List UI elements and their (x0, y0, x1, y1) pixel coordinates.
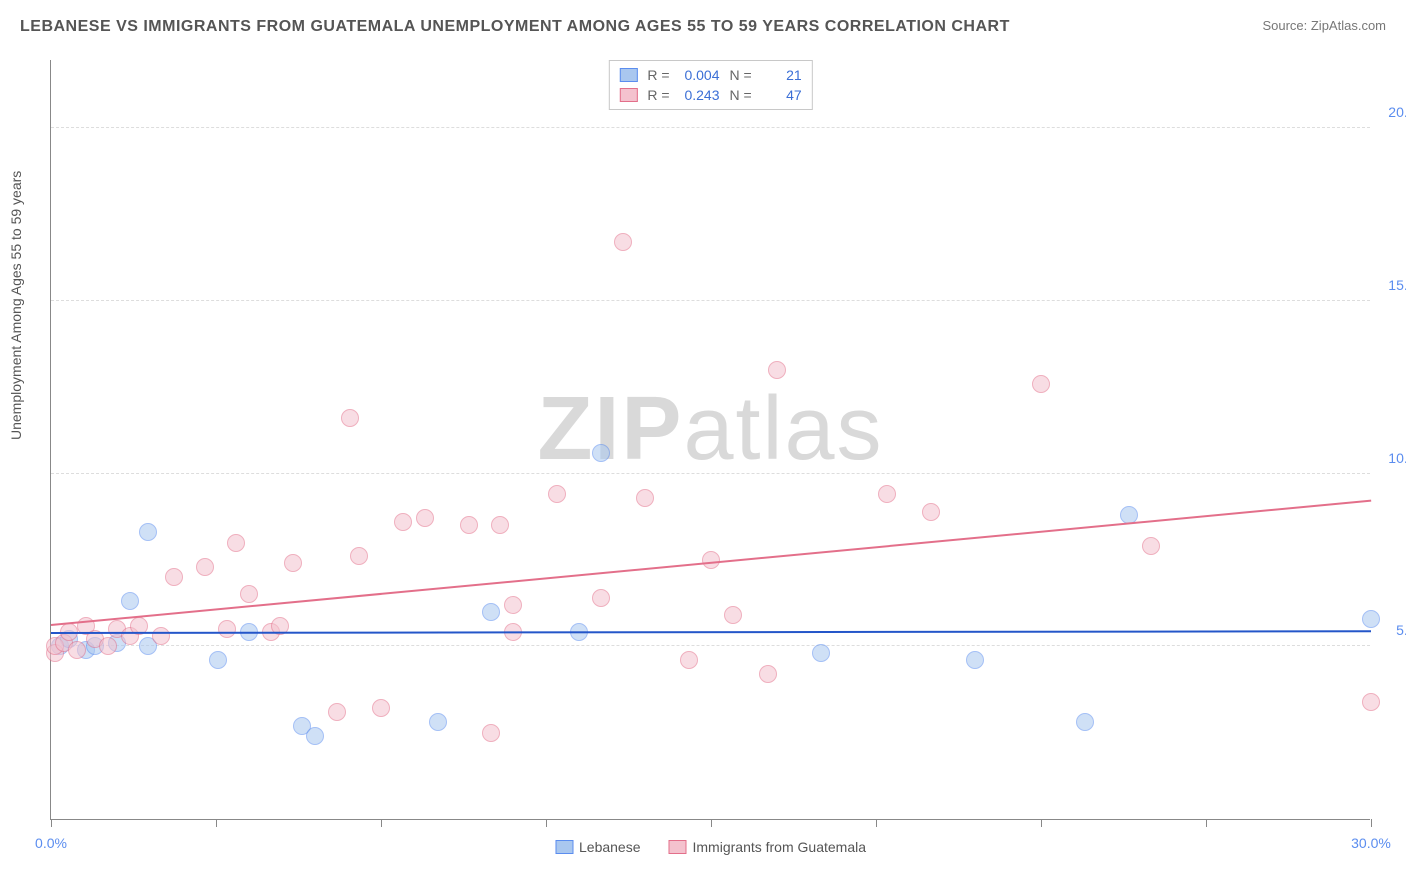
watermark-light: atlas (683, 379, 883, 479)
scatter-point (196, 558, 214, 576)
scatter-point (768, 361, 786, 379)
scatter-point (1362, 610, 1380, 628)
scatter-point (482, 603, 500, 621)
x-tick-label: 30.0% (1351, 835, 1391, 851)
swatch-series-1 (619, 88, 637, 102)
scatter-point (350, 547, 368, 565)
stats-legend-box: R = 0.004 N = 21 R = 0.243 N = 47 (608, 60, 812, 110)
x-tick (1041, 819, 1042, 827)
scatter-point (878, 485, 896, 503)
scatter-point (99, 637, 117, 655)
trend-line (51, 499, 1371, 625)
chart-title: LEBANESE VS IMMIGRANTS FROM GUATEMALA UN… (20, 18, 1010, 36)
legend-label-0: Lebanese (579, 839, 641, 855)
scatter-point (482, 724, 500, 742)
scatter-point (724, 606, 742, 624)
y-tick-label: 5.0% (1396, 622, 1406, 638)
swatch-series-1 (669, 840, 687, 854)
x-tick (51, 819, 52, 827)
source-attribution: Source: ZipAtlas.com (1262, 18, 1386, 33)
y-tick-label: 15.0% (1388, 277, 1406, 293)
gridline (51, 645, 1370, 646)
x-tick (876, 819, 877, 827)
y-axis-label: Unemployment Among Ages 55 to 59 years (8, 171, 24, 440)
series-legend: Lebanese Immigrants from Guatemala (555, 839, 866, 855)
scatter-point (592, 589, 610, 607)
stats-row-series-1: R = 0.243 N = 47 (619, 85, 801, 105)
scatter-point (121, 592, 139, 610)
gridline (51, 300, 1370, 301)
scatter-point (812, 644, 830, 662)
scatter-point (429, 713, 447, 731)
scatter-point (680, 651, 698, 669)
watermark: ZIPatlas (537, 378, 883, 481)
scatter-point (1032, 375, 1050, 393)
swatch-series-0 (619, 68, 637, 82)
x-tick (381, 819, 382, 827)
x-tick (1206, 819, 1207, 827)
n-label: N = (730, 85, 752, 105)
watermark-bold: ZIP (537, 379, 683, 479)
gridline (51, 473, 1370, 474)
trend-line (51, 630, 1371, 634)
x-tick (546, 819, 547, 827)
scatter-point (284, 554, 302, 572)
n-label: N = (730, 65, 752, 85)
gridline (51, 127, 1370, 128)
scatter-point (759, 665, 777, 683)
scatter-point (227, 534, 245, 552)
scatter-point (372, 699, 390, 717)
scatter-point (592, 444, 610, 462)
scatter-plot-area: ZIPatlas R = 0.004 N = 21 R = 0.243 N = … (50, 60, 1370, 820)
scatter-point (68, 641, 86, 659)
scatter-point (209, 651, 227, 669)
scatter-point (1362, 693, 1380, 711)
scatter-point (702, 551, 720, 569)
scatter-point (328, 703, 346, 721)
scatter-point (966, 651, 984, 669)
scatter-point (341, 409, 359, 427)
r-label: R = (647, 65, 669, 85)
x-tick (711, 819, 712, 827)
legend-item-1: Immigrants from Guatemala (669, 839, 867, 855)
r-label: R = (647, 85, 669, 105)
legend-item-0: Lebanese (555, 839, 641, 855)
x-tick (216, 819, 217, 827)
scatter-point (1142, 537, 1160, 555)
scatter-point (614, 233, 632, 251)
r-value-1: 0.243 (676, 85, 720, 105)
y-tick-label: 10.0% (1388, 450, 1406, 466)
x-tick (1371, 819, 1372, 827)
scatter-point (139, 523, 157, 541)
n-value-1: 47 (758, 85, 802, 105)
scatter-point (152, 627, 170, 645)
scatter-point (1076, 713, 1094, 731)
scatter-point (548, 485, 566, 503)
scatter-point (240, 585, 258, 603)
scatter-point (636, 489, 654, 507)
scatter-point (504, 596, 522, 614)
swatch-series-0 (555, 840, 573, 854)
scatter-point (416, 509, 434, 527)
x-tick-label: 0.0% (35, 835, 67, 851)
scatter-point (165, 568, 183, 586)
r-value-0: 0.004 (676, 65, 720, 85)
scatter-point (460, 516, 478, 534)
scatter-point (394, 513, 412, 531)
n-value-0: 21 (758, 65, 802, 85)
scatter-point (922, 503, 940, 521)
stats-row-series-0: R = 0.004 N = 21 (619, 65, 801, 85)
scatter-point (306, 727, 324, 745)
y-tick-label: 20.0% (1388, 104, 1406, 120)
legend-label-1: Immigrants from Guatemala (693, 839, 867, 855)
scatter-point (218, 620, 236, 638)
scatter-point (491, 516, 509, 534)
